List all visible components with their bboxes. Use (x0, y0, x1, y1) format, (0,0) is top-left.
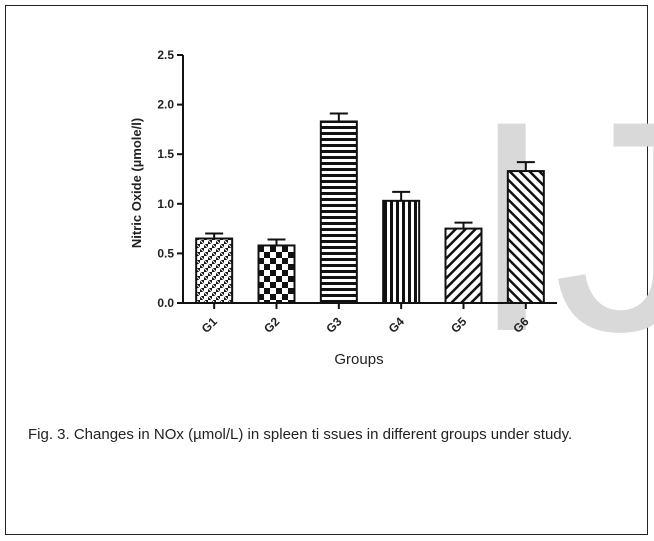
x-tick-label: G5 (448, 314, 469, 335)
bar (257, 244, 296, 305)
y-tick-label: 2.5 (157, 48, 174, 62)
bar-chart: 0.0 0.5 1.0 1.5 2.0 2.5 G1 G2 G3 G4 G5 G6 Nitric O… (129, 48, 557, 368)
bar (319, 120, 358, 304)
x-axis-label: Groups (334, 351, 383, 368)
x-axis: G1 G2 G3 G4 G5 G6 (183, 302, 557, 336)
bar (195, 237, 234, 305)
y-tick-label: 1.0 (157, 197, 174, 211)
y-tick-label: 0.5 (157, 246, 174, 260)
x-tick-label: G3 (323, 314, 344, 335)
bar (444, 227, 483, 305)
y-axis-label: Nitric Oxide (µmole/l) (129, 118, 144, 248)
y-tick-label: 2.0 (157, 98, 174, 112)
y-tick-label: 1.5 (157, 147, 174, 161)
y-tick-label: 0.0 (157, 296, 174, 310)
y-axis: 0.0 0.5 1.0 1.5 2.0 2.5 (157, 48, 184, 310)
x-tick-label: G6 (510, 314, 531, 335)
x-tick-label: G1 (199, 314, 220, 335)
x-tick-label: G4 (386, 314, 407, 335)
figure-caption: Fig. 3. Changes in NOx (µmol/L) in splee… (28, 426, 573, 443)
bar (382, 199, 421, 305)
x-tick-label: G2 (261, 314, 282, 335)
bars (195, 112, 545, 305)
bar (506, 170, 545, 304)
